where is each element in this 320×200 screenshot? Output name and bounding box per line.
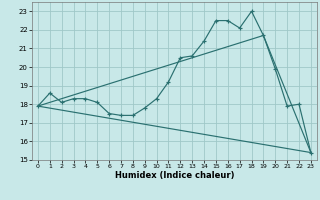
- X-axis label: Humidex (Indice chaleur): Humidex (Indice chaleur): [115, 171, 234, 180]
